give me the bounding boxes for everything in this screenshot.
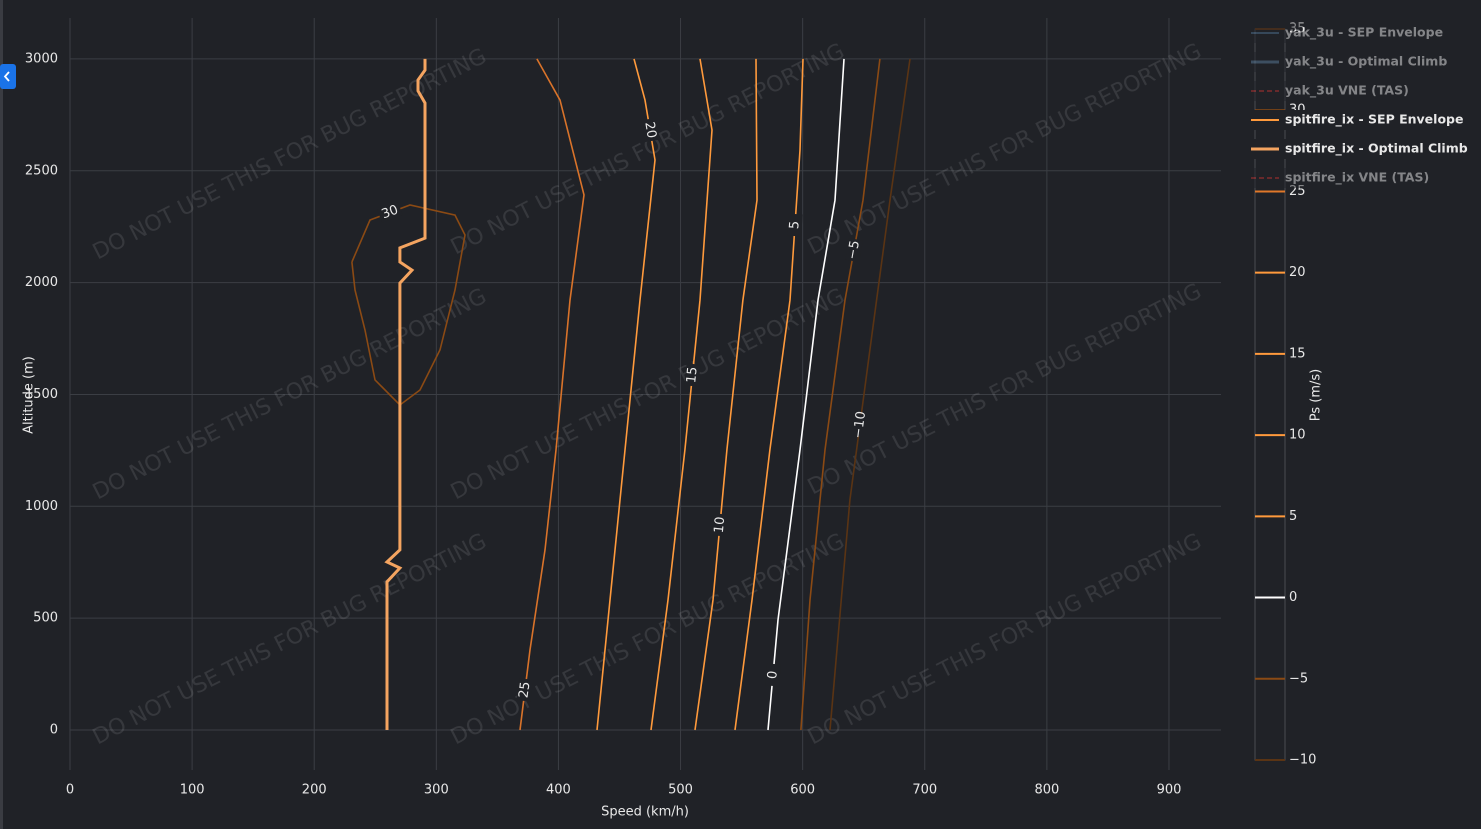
contour-label-bg: [377, 202, 403, 223]
contour-label-text: −10: [851, 410, 869, 439]
y-tick-label: 2500: [25, 163, 58, 178]
legend-item[interactable]: yak_3u - SEP Envelope: [1248, 23, 1458, 43]
side-strip: [0, 0, 3, 829]
contour-label: 15: [684, 363, 701, 387]
contour-line: [800, 58, 881, 731]
contour-label-bg: [641, 118, 659, 143]
colorbar-tick-label: 0: [1289, 590, 1297, 605]
contour-label-text: 25: [517, 681, 534, 699]
x-tick-label: 100: [180, 783, 205, 798]
x-tick-label: 300: [424, 783, 449, 798]
colorbar-tick-label: 15: [1289, 346, 1306, 361]
colorbar-tick-label: −10: [1289, 753, 1316, 768]
contour-label-text: −5: [845, 239, 863, 261]
legend-label[interactable]: yak_3u VNE (TAS): [1285, 83, 1409, 99]
legend-label[interactable]: spitfire_ix - Optimal Climb: [1285, 141, 1468, 157]
legend-label[interactable]: yak_3u - Optimal Climb: [1285, 54, 1447, 70]
button-bg[interactable]: [0, 64, 16, 89]
contour-line: [694, 58, 758, 731]
x-axis-title: Speed (km/h): [601, 805, 689, 820]
contour-label-text: 5: [787, 220, 803, 229]
contour-label: 5: [787, 213, 803, 237]
contour-label-text: 10: [712, 516, 728, 534]
colorbar-tick-label: −5: [1289, 671, 1308, 686]
legend-label[interactable]: spitfire_ix VNE (TAS): [1285, 170, 1429, 186]
contour-label: −5: [845, 238, 863, 263]
contour-line: [767, 58, 845, 731]
y-axis-title: Altitude (m): [22, 356, 37, 434]
chevron-icon[interactable]: [3, 71, 10, 82]
legend-label[interactable]: spitfire_ix - SEP Envelope: [1285, 112, 1463, 128]
contour-line: [596, 58, 656, 731]
contour-label-text: 0: [765, 670, 781, 680]
contour-line: [351, 204, 466, 407]
x-tick-label: 700: [912, 783, 937, 798]
x-tick-label: 500: [668, 783, 693, 798]
legend-item[interactable]: yak_3u VNE (TAS): [1248, 81, 1458, 101]
legend-item[interactable]: spitfire_ix - SEP Envelope: [1248, 110, 1463, 130]
contour-label-text: 20: [641, 121, 659, 140]
y-tick-label: 1000: [25, 499, 58, 514]
contour-label-bg: [765, 663, 781, 687]
legend-bg: [1248, 52, 1458, 72]
contour-line: [519, 58, 585, 731]
collapse-button[interactable]: [0, 64, 16, 89]
x-tick-label: 600: [790, 783, 815, 798]
y-tick-label: 2000: [25, 275, 58, 290]
legend-bg: [1248, 110, 1458, 130]
contour-label-bg: [787, 213, 803, 237]
legend-label[interactable]: yak_3u - SEP Envelope: [1285, 25, 1443, 41]
contour-label-bg: [516, 678, 534, 702]
x-tick-label: 800: [1034, 783, 1059, 798]
legend-item[interactable]: spitfire_ix VNE (TAS): [1248, 168, 1458, 188]
legend-item[interactable]: spitfire_ix - Optimal Climb: [1248, 139, 1468, 159]
contour-label: 20: [641, 118, 659, 143]
colorbar-tick-label: 20: [1289, 265, 1306, 280]
contour-label-bg: [712, 513, 728, 537]
legend-bg: [1248, 168, 1458, 188]
y-tick-label: 500: [33, 611, 58, 626]
legend-item[interactable]: yak_3u - Optimal Climb: [1248, 52, 1458, 72]
contour-label-bg: [851, 413, 869, 437]
contour-label-text: 15: [684, 366, 701, 384]
legend-bg: [1248, 139, 1458, 159]
x-tick-label: 400: [546, 783, 571, 798]
contour-label-bg: [684, 363, 701, 387]
legend-bg: [1248, 81, 1458, 101]
y-tick-label: 1500: [25, 387, 58, 402]
contour-label: 25: [516, 678, 534, 702]
legend-bg: [1248, 23, 1458, 43]
contour-label-text: 30: [380, 203, 401, 223]
contour-label-bg: [845, 238, 863, 263]
contour-label: 10: [712, 513, 728, 537]
colorbar-tick-label: 10: [1289, 428, 1306, 443]
contour-line: [829, 58, 911, 731]
contour-label: 0: [765, 663, 781, 687]
y-tick-label: 3000: [25, 51, 58, 66]
contour-label: −10: [851, 410, 869, 439]
contour-label: 30: [377, 202, 403, 223]
colorbar-tick-label: 5: [1289, 509, 1297, 524]
x-tick-label: 0: [66, 783, 74, 798]
colorbar-title: Ps (m/s): [1309, 369, 1324, 421]
x-tick-label: 200: [302, 783, 327, 798]
y-tick-label: 0: [50, 722, 58, 737]
contour-line: [734, 58, 804, 731]
x-tick-label: 900: [1157, 783, 1182, 798]
climb-line: [384, 58, 427, 730]
